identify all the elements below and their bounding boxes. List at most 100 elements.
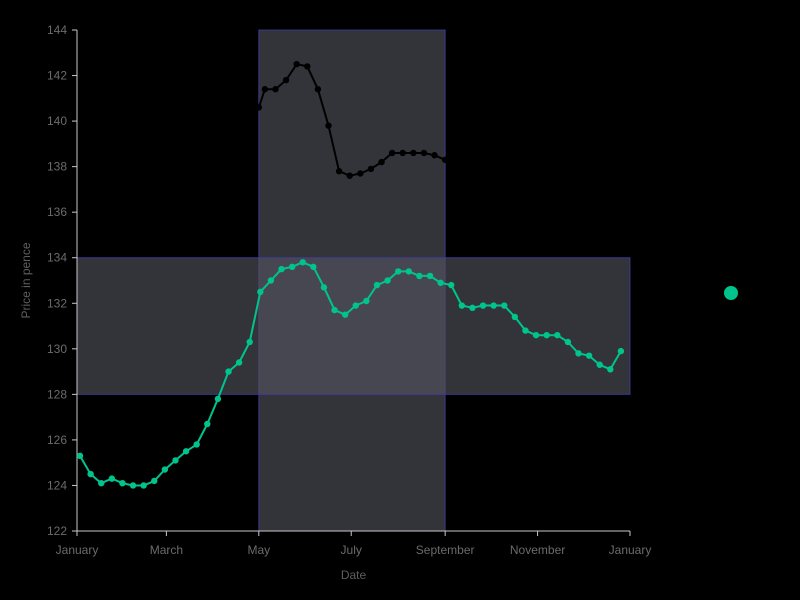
data-point [151, 477, 158, 485]
data-point [346, 172, 353, 179]
data-point [479, 302, 487, 309]
data-point [585, 352, 593, 359]
data-point [437, 279, 444, 286]
y-axis-ticks: 122 124 126 128 130 132 134 136 138 140 142 144 [47, 23, 77, 538]
y-tick-label: 142 [47, 69, 67, 83]
data-point [129, 482, 137, 489]
data-point [378, 158, 385, 166]
data-point [182, 448, 190, 455]
data-point [532, 331, 540, 339]
y-tick-label: 134 [47, 251, 67, 265]
data-point [352, 302, 359, 309]
y-tick-label: 136 [47, 205, 67, 219]
y-tick-label: 128 [47, 387, 67, 401]
data-point [278, 265, 285, 273]
data-point [76, 452, 84, 460]
data-point [410, 149, 417, 157]
x-tick-label: September [416, 543, 475, 557]
data-point [193, 441, 200, 448]
data-point [511, 313, 519, 321]
data-point [335, 167, 343, 175]
data-point [293, 60, 300, 68]
data-point [357, 170, 364, 177]
data-point [420, 149, 428, 157]
data-point [367, 165, 375, 173]
highlight-band [76, 257, 631, 395]
x-tick-label: January [609, 543, 652, 557]
data-point [310, 263, 317, 271]
data-point [596, 361, 603, 368]
data-point [204, 420, 211, 428]
x-tick-label: March [150, 543, 183, 557]
data-point [490, 302, 497, 309]
data-point [416, 272, 423, 280]
y-tick-label: 126 [47, 433, 67, 447]
data-point [257, 288, 264, 296]
data-point [288, 263, 296, 271]
data-point [543, 331, 550, 339]
data-point [431, 152, 438, 159]
data-point [314, 86, 322, 93]
x-axis-ticks: January March May July September November Janu… [56, 531, 652, 557]
data-point [399, 149, 406, 157]
y-tick-label: 130 [47, 342, 67, 356]
x-tick-label: November [510, 543, 565, 557]
data-point [261, 86, 269, 93]
data-point [272, 86, 279, 93]
data-point [373, 281, 381, 289]
data-point [575, 350, 582, 357]
data-point [469, 304, 476, 312]
data-point [325, 122, 332, 129]
highlight-bands [76, 29, 631, 532]
data-point [448, 281, 455, 289]
series-line [79, 261, 622, 487]
y-tick-label: 132 [47, 296, 67, 310]
data-point [255, 104, 263, 111]
x-tick-label: May [247, 543, 270, 557]
y-tick-label: 124 [47, 478, 67, 492]
data-point [108, 475, 116, 482]
data-point [140, 482, 147, 489]
data-point [87, 470, 94, 478]
data-point [214, 395, 222, 403]
data-point [384, 277, 391, 284]
data-point [320, 284, 328, 291]
data-point [458, 302, 466, 309]
x-tick-label: July [341, 543, 362, 557]
data-point [394, 268, 402, 275]
data-point [363, 297, 370, 305]
y-tick-label: 140 [47, 114, 67, 128]
data-point [426, 272, 434, 280]
y-tick-label: 122 [47, 524, 67, 538]
data-point [331, 306, 338, 314]
data-point [341, 311, 349, 318]
data-point [405, 268, 412, 275]
x-axis-title: Date [341, 568, 367, 582]
x-tick-label: January [56, 543, 99, 557]
data-point [304, 63, 311, 70]
data-point [299, 259, 306, 266]
data-point [617, 347, 625, 355]
data-point [522, 327, 529, 334]
data-point [388, 149, 396, 157]
data-point [267, 277, 275, 284]
data-point [225, 368, 232, 375]
outlier-marker [724, 286, 738, 300]
data-point [119, 479, 126, 487]
series-lines [76, 60, 625, 489]
data-point [235, 359, 243, 366]
y-tick-label: 138 [47, 160, 67, 174]
data-point [98, 479, 105, 487]
data-point [161, 466, 169, 473]
data-point [607, 366, 614, 373]
data-point [441, 156, 449, 164]
y-tick-label: 144 [47, 23, 67, 37]
data-point [172, 457, 179, 464]
data-point [501, 302, 508, 309]
y-axis-title: Price in pence [19, 242, 33, 318]
data-point [564, 338, 572, 346]
data-point [554, 331, 561, 339]
data-point [246, 338, 253, 346]
